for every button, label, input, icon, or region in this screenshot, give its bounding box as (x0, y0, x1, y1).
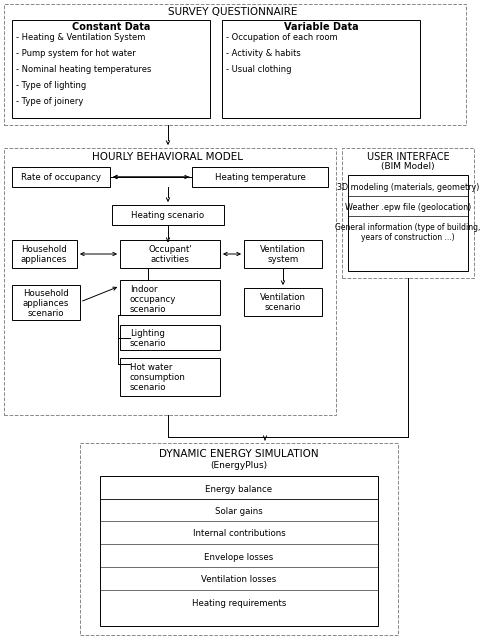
Bar (80, 443, 398, 635)
Bar (192, 167, 328, 187)
Text: scenario: scenario (130, 304, 167, 313)
Text: Internal contributions: Internal contributions (192, 530, 286, 539)
Bar (222, 20, 420, 118)
Text: - Type of lighting: - Type of lighting (16, 80, 86, 89)
Bar (120, 280, 220, 315)
Text: Household: Household (21, 245, 67, 254)
Text: - Usual clothing: - Usual clothing (226, 64, 291, 73)
Text: Heating requirements: Heating requirements (192, 598, 286, 607)
Text: Hot water: Hot water (130, 363, 172, 372)
Text: USER INTERFACE: USER INTERFACE (367, 152, 449, 162)
Text: scenario: scenario (265, 302, 301, 311)
Bar (12, 167, 110, 187)
Text: Ventilation: Ventilation (260, 245, 306, 254)
Bar (342, 148, 474, 278)
Bar (120, 358, 220, 396)
Text: appliances: appliances (21, 254, 67, 263)
Text: Heating scenario: Heating scenario (132, 211, 204, 220)
Text: - Nominal heating temperatures: - Nominal heating temperatures (16, 64, 151, 73)
Text: SURVEY QUESTIONNAIRE: SURVEY QUESTIONNAIRE (168, 7, 298, 17)
Text: - Heating & Ventilation System: - Heating & Ventilation System (16, 33, 145, 42)
Bar (112, 205, 224, 225)
Bar (4, 148, 336, 415)
Text: activities: activities (151, 254, 190, 263)
Text: Indoor: Indoor (130, 284, 157, 293)
Bar (348, 175, 468, 271)
Text: - Activity & habits: - Activity & habits (226, 49, 301, 58)
Bar (120, 240, 220, 268)
Bar (120, 325, 220, 350)
Bar (12, 285, 80, 320)
Text: DYNAMIC ENERGY SIMULATION: DYNAMIC ENERGY SIMULATION (159, 449, 319, 459)
Text: HOURLY BEHAVIORAL MODEL: HOURLY BEHAVIORAL MODEL (93, 152, 243, 162)
Text: occupancy: occupancy (130, 295, 176, 304)
Text: (BIM Model): (BIM Model) (381, 162, 435, 171)
Bar (4, 4, 466, 125)
Bar (12, 20, 210, 118)
Text: Constant Data: Constant Data (72, 22, 150, 32)
Text: (EnergyPlus): (EnergyPlus) (210, 460, 267, 469)
Text: General information (type of building,: General information (type of building, (336, 223, 480, 232)
Text: 3D modeling (materials, geometry): 3D modeling (materials, geometry) (337, 182, 479, 191)
Text: Solar gains: Solar gains (215, 507, 263, 516)
Text: - Type of joinery: - Type of joinery (16, 96, 84, 105)
Text: scenario: scenario (28, 309, 64, 318)
Text: - Occupation of each room: - Occupation of each room (226, 33, 337, 42)
Text: scenario: scenario (130, 340, 167, 349)
Text: Envelope losses: Envelope losses (204, 553, 274, 562)
Bar (100, 476, 378, 626)
Bar (244, 288, 322, 316)
Text: Ventilation: Ventilation (260, 293, 306, 302)
Text: Ventilation losses: Ventilation losses (202, 575, 276, 584)
Text: appliances: appliances (23, 300, 69, 309)
Text: Rate of occupancy: Rate of occupancy (21, 173, 101, 182)
Text: scenario: scenario (130, 383, 167, 392)
Text: Lighting: Lighting (130, 329, 165, 338)
Text: Household: Household (23, 290, 69, 299)
Text: years of construction ...): years of construction ...) (361, 234, 455, 243)
Text: Occupant': Occupant' (148, 245, 192, 254)
Text: - Pump system for hot water: - Pump system for hot water (16, 49, 136, 58)
Bar (244, 240, 322, 268)
Text: consumption: consumption (130, 372, 186, 381)
Text: Heating temperature: Heating temperature (215, 173, 305, 182)
Text: Variable Data: Variable Data (284, 22, 358, 32)
Text: Weather .epw file (geolocation): Weather .epw file (geolocation) (345, 202, 471, 211)
Bar (12, 240, 77, 268)
Text: Energy balance: Energy balance (205, 485, 273, 494)
Text: system: system (267, 254, 299, 263)
